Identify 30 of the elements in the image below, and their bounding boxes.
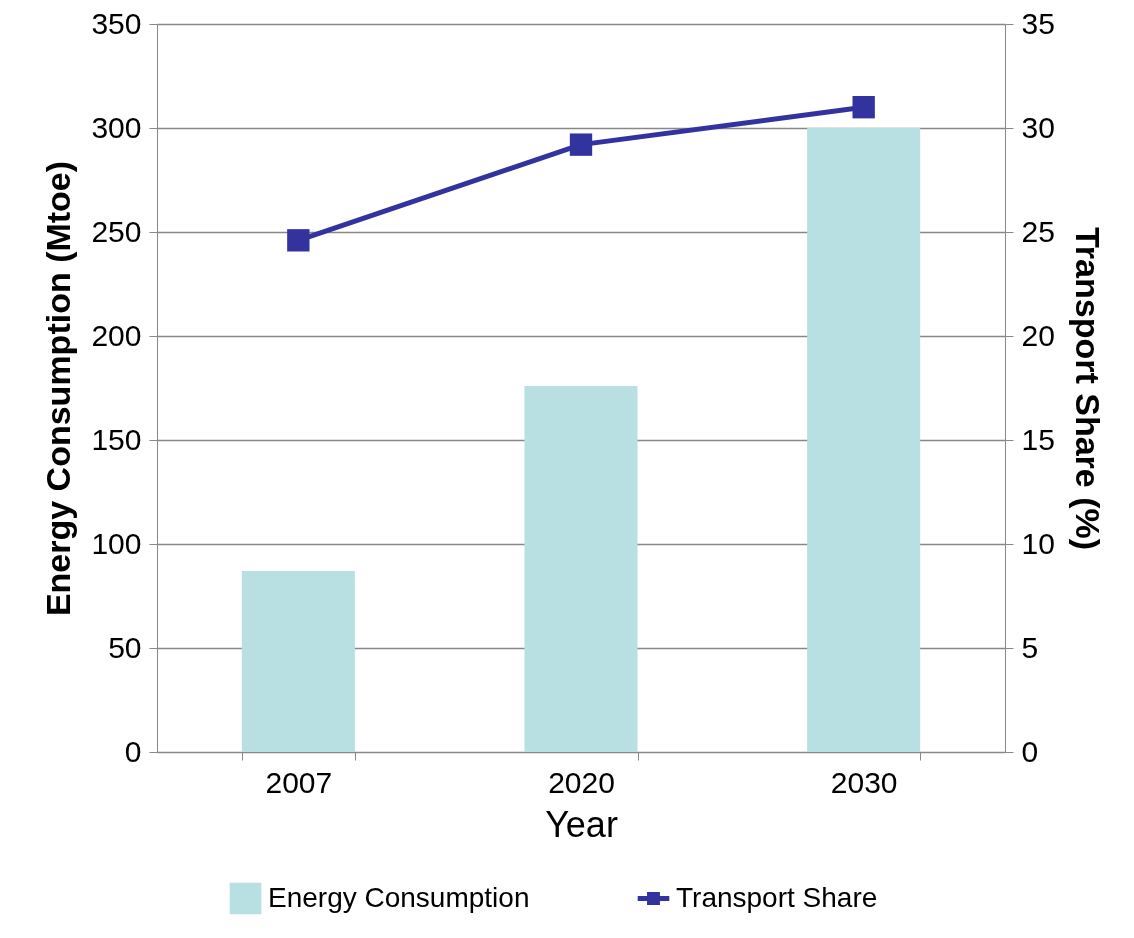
y-tick-label: 300: [91, 110, 142, 144]
y-tick-label: 0: [124, 734, 142, 768]
bar: [524, 385, 638, 752]
y-tick-label: 100: [91, 526, 142, 560]
y-tick-label: 50: [108, 630, 142, 664]
y2-tick-label: 20: [1021, 318, 1055, 352]
bar: [807, 128, 921, 752]
x-axis-title: Year: [545, 803, 618, 845]
x-tick-label: 2007: [265, 765, 333, 799]
y2-tick-label: 10: [1021, 526, 1055, 560]
y2-tick-label: 15: [1021, 422, 1055, 456]
y-axis-title: Energy Consumption (Mtoe): [39, 160, 78, 617]
y2-tick-label: 5: [1021, 630, 1039, 664]
y2-tick-label: 30: [1021, 110, 1055, 144]
point: [287, 229, 310, 252]
y-tick-label: 200: [91, 318, 142, 352]
y-tick-label: 150: [91, 422, 142, 456]
bar: [241, 571, 355, 752]
y-tick-label: 250: [91, 214, 142, 248]
legend-label: Energy Consumption: [268, 881, 530, 913]
y2-tick-label: 25: [1021, 214, 1055, 248]
y-tick-label: 350: [91, 6, 142, 40]
point: [852, 96, 875, 119]
x-tick-label: 2030: [830, 765, 898, 799]
y2-tick-label: 0: [1021, 734, 1039, 768]
y2-tick-label: 35: [1021, 6, 1055, 40]
point: [569, 133, 593, 156]
x-tick-label: 2020: [548, 765, 615, 799]
y2-axis-title: Transport Share (%): [1068, 226, 1107, 551]
legend-label: Transport Share: [676, 881, 878, 913]
